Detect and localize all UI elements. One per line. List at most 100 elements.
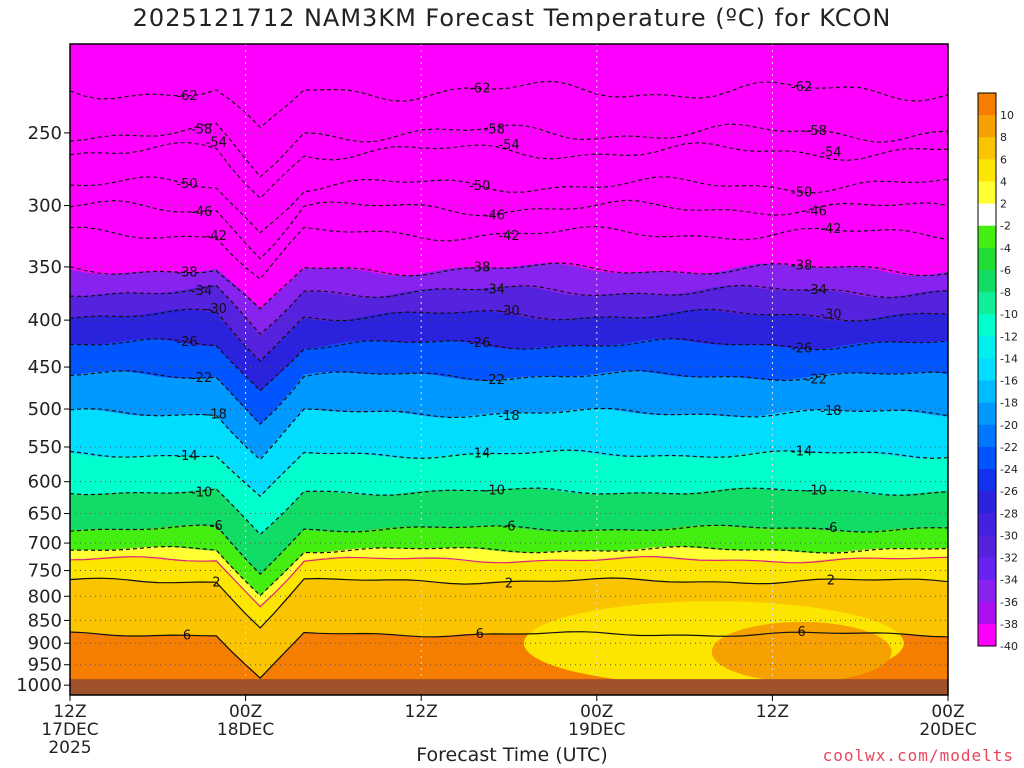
isotherm-label: -50 — [791, 185, 812, 200]
isotherm-label: -18 — [498, 409, 519, 424]
colorbar-label: -20 — [1000, 419, 1018, 432]
isotherm-label: -62 — [469, 82, 490, 97]
isotherm-label: -30 — [820, 308, 841, 323]
x-tick-label: 00Z — [229, 702, 262, 722]
colorbar-label: -26 — [1000, 485, 1018, 498]
isotherm-label: -10 — [191, 486, 212, 501]
colorbar-swatch — [978, 358, 996, 382]
y-tick-label: 800 — [28, 586, 62, 607]
colorbar-label: -10 — [1000, 308, 1018, 321]
isotherm-label: -10 — [806, 484, 827, 499]
isotherm-label: -6 — [210, 519, 223, 534]
y-tick-label: 400 — [28, 310, 62, 331]
isotherm-label: -42 — [820, 222, 841, 237]
colorbar-label: 8 — [1000, 131, 1007, 144]
y-tick-label: 900 — [28, 633, 62, 654]
isotherm-label: -30 — [498, 304, 519, 319]
x-tick-label: 12Z — [405, 702, 438, 722]
isotherm-line — [69, 284, 949, 335]
colorbar-label: -12 — [1000, 330, 1018, 343]
plot-frame — [69, 43, 949, 696]
isotherm-label: 2 — [505, 577, 513, 592]
colorbar-swatch — [978, 225, 996, 249]
temp-band--30 — [70, 309, 948, 392]
isotherm-label: -46 — [484, 209, 505, 224]
y-tick-label: 700 — [28, 533, 62, 554]
isotherm-line — [69, 80, 949, 129]
temperature-shading — [70, 263, 948, 694]
colorbar-border — [977, 92, 997, 647]
isotherm-label: -22 — [484, 373, 505, 388]
y-tick-label: 500 — [28, 399, 62, 420]
colorbar-label: -4 — [1000, 242, 1011, 255]
y-tick-label: 750 — [28, 561, 62, 582]
isotherm-label: -14 — [469, 446, 490, 461]
isotherm-label: -26 — [176, 335, 197, 350]
colorbar-swatch — [978, 513, 996, 536]
isotherm-label: -18 — [206, 408, 227, 423]
isotherm-label: -38 — [791, 259, 812, 274]
temp-band--38 — [70, 263, 948, 336]
isotherm-label: 6 — [476, 627, 484, 642]
colorbar-swatch — [978, 247, 996, 271]
y-tick-label: 1000 — [16, 675, 62, 696]
isotherm-label: -34 — [484, 283, 505, 298]
colorbar-swatch — [978, 314, 996, 337]
isotherm-line — [69, 141, 948, 200]
y-tick-label: 550 — [28, 437, 62, 458]
y-tick-label: 350 — [28, 257, 62, 278]
x-tick-label: 00Z — [580, 702, 613, 722]
chart-title: 2025121712 NAM3KM Forecast Temperature (… — [132, 4, 892, 32]
colorbar-swatch — [978, 115, 996, 138]
isotherm-label: -6 — [503, 520, 516, 535]
isotherm-label: -26 — [469, 336, 490, 351]
colorbar-label: 6 — [1000, 153, 1007, 166]
temp-band--10 — [70, 488, 948, 575]
isotherm-label: -54 — [498, 138, 519, 153]
colorbar-swatch — [978, 446, 996, 470]
colorbar-swatch — [978, 623, 996, 647]
temp-band-0 — [70, 556, 948, 628]
isotherm-line — [69, 631, 949, 679]
colorbar-swatch — [978, 535, 996, 559]
temp-band--2 — [70, 546, 948, 607]
colorbar-swatch — [978, 137, 996, 160]
isotherm-line — [69, 308, 949, 363]
colorbar-label: -6 — [1000, 264, 1011, 277]
isotherm-lines: -62-62 -62-58 -58 -58-54 -54 -54-50 -50 -50-46-… — [69, 80, 949, 679]
y-tick-label: 300 — [28, 196, 62, 217]
isotherm-label: -42 — [498, 229, 519, 244]
isotherm-label: -22 — [806, 373, 827, 388]
isotherm-line — [69, 555, 949, 608]
isotherm-label: -46 — [806, 205, 827, 220]
colorbar-swatch — [978, 579, 996, 603]
colorbar-label: -30 — [1000, 529, 1018, 542]
colorbar-label: 10 — [1000, 109, 1014, 122]
isotherm-label: -58 — [191, 123, 212, 138]
isotherm-label: 6 — [183, 628, 191, 643]
temp-band--34 — [70, 284, 948, 362]
colorbar-swatch — [978, 402, 996, 426]
y-tick-label: 450 — [28, 357, 62, 378]
isotherm-line — [69, 122, 949, 178]
temp-band--14 — [70, 450, 948, 536]
isotherm-label: -42 — [206, 229, 227, 244]
isotherm-label: -54 — [206, 135, 227, 150]
isotherm-label: -30 — [206, 302, 227, 317]
y-tick-label: 650 — [28, 504, 62, 525]
y-tick-label: 250 — [28, 123, 62, 144]
isotherm-label: -38 — [469, 261, 490, 276]
temp-band--22 — [70, 370, 948, 459]
isotherm-label: -34 — [191, 284, 212, 299]
y-tick-label: 950 — [28, 655, 62, 676]
isotherm-label: -10 — [484, 484, 505, 499]
colorbar-swatch — [978, 491, 996, 514]
isotherm-label: 2 — [212, 575, 220, 590]
colorbar-label: 4 — [1000, 175, 1007, 188]
colorbar-label: -40 — [1000, 640, 1018, 653]
isotherm-label: -50 — [469, 179, 490, 194]
y-axis: 2503003504004505005506006507007508008509… — [16, 123, 70, 696]
isotherm-line — [69, 176, 949, 234]
isotherm-line — [69, 577, 949, 629]
colorbar-label: -38 — [1000, 618, 1018, 631]
